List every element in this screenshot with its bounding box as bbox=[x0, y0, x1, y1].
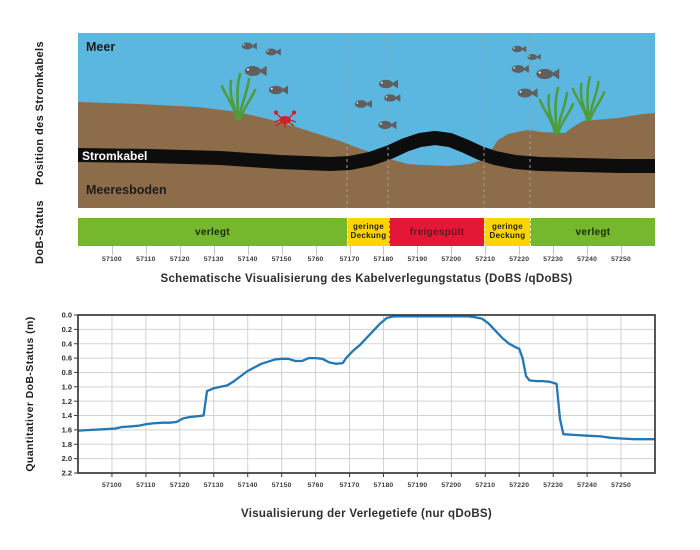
depth-chart-svg: 57100 57110 57120 57130 57140 57150 5760 57170 5… bbox=[62, 311, 656, 489]
bar-axis-tick-label: 57150 bbox=[271, 256, 292, 263]
bar-axis-tick bbox=[451, 246, 453, 255]
bar-axis-tick-label: 57170 bbox=[339, 256, 360, 263]
y-tick-label: 0.0 bbox=[62, 311, 72, 320]
y-tick-label: 0.4 bbox=[62, 339, 73, 348]
status-segment: geringe Deckung bbox=[484, 218, 530, 246]
status-segment: geringe Deckung bbox=[347, 218, 389, 246]
bar-axis-tick bbox=[145, 246, 147, 255]
status-segment: verlegt bbox=[78, 218, 347, 246]
bar-axis-tick bbox=[553, 246, 555, 255]
x-tick-label: 57100 bbox=[102, 482, 122, 489]
status-bar: verlegt geringe Deckung freigespült geringe… bbox=[78, 218, 655, 246]
sea-label: Meer bbox=[86, 40, 115, 54]
bar-axis-tick bbox=[349, 246, 351, 255]
x-tick-label: 57220 bbox=[509, 482, 529, 489]
bar-axis-tick-label: 57120 bbox=[169, 256, 190, 263]
bar-axis-tick bbox=[179, 246, 181, 255]
bar-axis-tick-label: 57100 bbox=[101, 256, 122, 263]
y-tick-label: 0.2 bbox=[62, 325, 72, 334]
bar-axis-tick bbox=[485, 246, 487, 255]
bar-axis-tick bbox=[247, 246, 249, 255]
depth-line-series bbox=[77, 315, 655, 441]
seabed-label: Meeresboden bbox=[86, 183, 167, 197]
y-tick-label: 1.2 bbox=[62, 397, 72, 406]
bar-axis-tick-label: 57240 bbox=[577, 256, 598, 263]
bar-axis-tick bbox=[281, 246, 283, 255]
power-cable bbox=[78, 131, 655, 173]
sea-schematic-illustration: Meer Stromkabel Meeresboden bbox=[78, 33, 655, 208]
y-tick-label: 1.0 bbox=[62, 382, 72, 391]
status-bar-axis: 57100 57110 57120 57130 57140 57150 5760 57170 5… bbox=[78, 246, 655, 268]
bar-axis-tick-label: 57210 bbox=[475, 256, 496, 263]
x-tick-label: 57230 bbox=[543, 482, 563, 489]
bar-axis-tick-label: 57220 bbox=[509, 256, 530, 263]
bar-axis-tick bbox=[111, 246, 113, 255]
x-tick-label: 57190 bbox=[407, 482, 427, 489]
x-tick-label: 57130 bbox=[204, 482, 224, 489]
x-tick-label: 57170 bbox=[340, 482, 360, 489]
y-tick-label: 0.6 bbox=[62, 354, 72, 363]
bar-axis-tick-label: 57110 bbox=[136, 256, 156, 263]
x-tick-label: 57150 bbox=[272, 482, 292, 489]
bar-axis-tick-label: 57130 bbox=[203, 256, 224, 263]
x-tick-label: 57120 bbox=[170, 482, 190, 489]
y-tick-label: 1.6 bbox=[62, 426, 72, 435]
y-tick-label: 1.8 bbox=[62, 440, 72, 449]
x-tick-label: 57140 bbox=[238, 482, 258, 489]
x-tick-label: 57210 bbox=[475, 482, 495, 489]
x-tick-label: 57110 bbox=[136, 482, 156, 489]
section-boundary-lines bbox=[346, 33, 531, 208]
bar-axis-tick bbox=[213, 246, 215, 255]
y-tick-label: 2.2 bbox=[62, 469, 72, 478]
bar-axis-tick bbox=[587, 246, 589, 255]
bar-axis-tick bbox=[383, 246, 385, 255]
cable-label: Stromkabel bbox=[82, 149, 147, 163]
chart-y-axis-title: Quantitativer DoB-Status (m) bbox=[24, 316, 36, 472]
y-tick-label: 1.4 bbox=[62, 411, 73, 420]
bar-axis-tick-label: 57230 bbox=[543, 256, 564, 263]
status-segment: verlegt bbox=[530, 218, 655, 246]
y-tick-label: 2.0 bbox=[62, 454, 72, 463]
bar-axis-tick-label: 57190 bbox=[407, 256, 428, 263]
side-label-cable-position: Position des Stromkabels bbox=[34, 40, 46, 186]
x-tick-label: 5760 bbox=[308, 482, 324, 489]
x-tick-label: 57250 bbox=[611, 482, 631, 489]
x-tick-label: 57180 bbox=[374, 482, 394, 489]
bar-axis-tick-label: 57200 bbox=[441, 256, 462, 263]
chart-plot-border bbox=[77, 314, 656, 474]
side-label-dob-status: DoB-Status bbox=[34, 200, 46, 264]
bar-axis-tick-label: 57140 bbox=[237, 256, 258, 263]
caption-depth-chart: Visualisierung der Verlegetiefe (nur qDo… bbox=[240, 508, 493, 520]
x-tick-label: 57200 bbox=[441, 482, 461, 489]
bar-axis-tick-label: 57250 bbox=[611, 256, 631, 263]
bar-axis-tick-label: 5760 bbox=[307, 256, 324, 263]
caption-schematic: Schematische Visualisierung des Kabelver… bbox=[160, 273, 573, 285]
bar-axis-tick bbox=[315, 246, 317, 255]
bar-axis-tick bbox=[519, 246, 521, 255]
depth-chart: 57100 57110 57120 57130 57140 57150 5760 57170 5… bbox=[50, 305, 675, 500]
x-tick-label: 57240 bbox=[577, 482, 597, 489]
y-tick-label: 0.8 bbox=[62, 368, 72, 377]
status-segment: freigespült bbox=[389, 218, 484, 246]
bar-axis-tick bbox=[621, 246, 623, 255]
bar-axis-tick bbox=[417, 246, 419, 255]
bar-axis-tick-label: 57180 bbox=[373, 256, 394, 263]
